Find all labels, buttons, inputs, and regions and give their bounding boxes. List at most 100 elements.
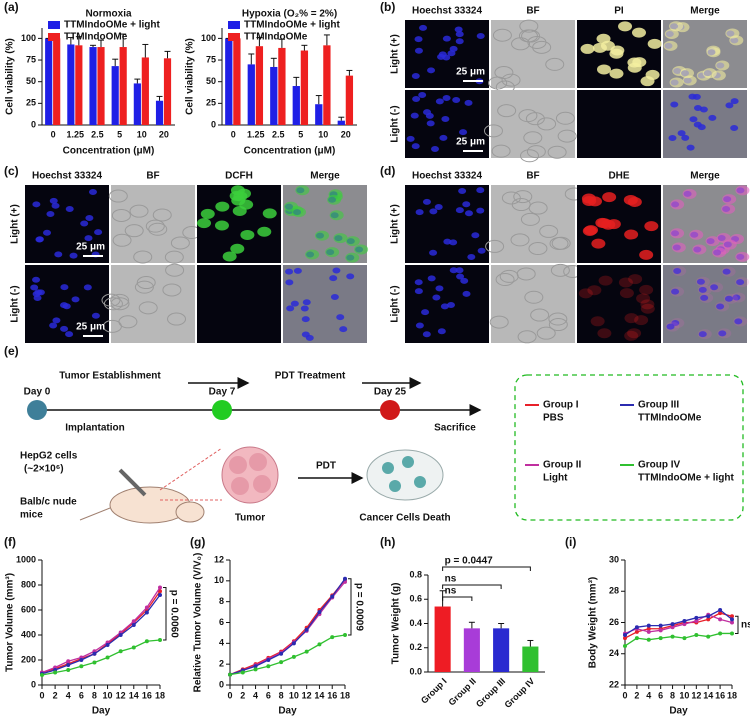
cell-outline <box>495 273 515 287</box>
panel-letter: (c) <box>4 164 19 178</box>
y-tick-label: 10 <box>214 575 224 585</box>
bar <box>247 64 255 125</box>
y-tick-label: 0 <box>31 119 36 129</box>
x-tick-label: 12 <box>691 690 701 700</box>
nucleus <box>425 112 434 119</box>
legend-label: TTMIndoOMe + light <box>244 20 340 31</box>
stained-cell <box>706 47 721 58</box>
cell-outline <box>525 112 545 126</box>
point <box>240 670 245 675</box>
bracket <box>163 587 167 641</box>
bar <box>67 44 75 126</box>
stained-cell <box>670 286 685 297</box>
x-axis-label: Concentration (μM) <box>63 146 155 157</box>
column-label: DCFH <box>225 171 253 182</box>
x-tick-label: Group III <box>474 676 507 709</box>
micrograph <box>577 265 661 343</box>
nucleus <box>51 202 60 209</box>
nucleus <box>34 289 43 296</box>
y-tick-label: 400 <box>21 629 36 639</box>
point <box>694 618 699 623</box>
legend-swatch <box>228 33 240 41</box>
legend-swatch <box>228 21 240 29</box>
stained-cell <box>645 69 660 80</box>
point <box>623 643 627 648</box>
y-tick-label: 25 <box>26 98 36 108</box>
cell-outline <box>521 29 541 43</box>
x-tick-label: 8 <box>92 690 97 700</box>
nucleus <box>285 279 294 286</box>
stained-cell <box>345 252 360 263</box>
tumor-label: Tumor <box>235 513 265 524</box>
micrograph <box>25 185 109 263</box>
point <box>706 614 711 619</box>
stained-cell <box>636 293 651 304</box>
point <box>646 637 651 642</box>
nucleus <box>668 135 677 142</box>
cell-outline <box>523 131 543 145</box>
y-tick-label: 4 <box>219 638 224 648</box>
nucleus <box>430 145 439 152</box>
legend-swatch <box>48 33 60 41</box>
stained-cell <box>705 236 720 247</box>
bar <box>300 50 309 126</box>
x-tick-label: 20 <box>341 129 351 139</box>
nucleus <box>677 130 686 137</box>
point <box>646 623 651 628</box>
point <box>730 617 734 622</box>
stained-cell <box>702 68 717 79</box>
point <box>706 634 711 639</box>
nucleus <box>476 32 485 39</box>
stained-cell <box>640 303 655 314</box>
nucleus <box>32 276 41 283</box>
cell-outline <box>492 28 512 42</box>
y-tick-label: 0.0 <box>409 666 422 676</box>
column-label: DHE <box>608 171 629 182</box>
bar <box>119 47 127 125</box>
x-tick-label: 1.25 <box>66 129 84 139</box>
x-tick-label: 2 <box>240 690 245 700</box>
x-axis-label: Concentration (μM) <box>244 146 336 157</box>
nucleus <box>439 134 448 141</box>
stained-cell <box>606 219 621 230</box>
nucleus <box>305 334 314 341</box>
point <box>634 629 639 634</box>
series-line <box>229 581 346 676</box>
cell-outline <box>501 73 521 87</box>
y-tick-label: 28 <box>609 586 619 596</box>
bar <box>323 45 331 126</box>
stained-cell <box>619 288 634 299</box>
x-tick-label: 10 <box>289 690 299 700</box>
series-line <box>624 609 733 636</box>
stained-cell <box>292 207 307 218</box>
x-tick-label: 8 <box>279 690 284 700</box>
nucleus <box>432 294 441 301</box>
nucleus <box>293 267 302 274</box>
point <box>291 654 296 659</box>
nucleus <box>447 50 456 57</box>
point <box>158 585 162 590</box>
nucleus <box>429 208 438 215</box>
x-tick-label: 6 <box>79 690 84 700</box>
x-tick-label: 2 <box>634 690 639 700</box>
point <box>343 633 347 637</box>
cell-outline <box>511 198 531 212</box>
stained-cell <box>618 277 633 288</box>
point <box>66 659 71 664</box>
nucleus <box>60 284 69 291</box>
schematic-art <box>27 374 744 524</box>
stained-cell <box>200 208 215 219</box>
point <box>646 629 651 634</box>
nucleus <box>418 92 427 99</box>
nucleus <box>35 236 44 243</box>
nucleus <box>434 203 443 210</box>
x-tick-label: 20 <box>159 129 169 139</box>
column-label: BF <box>526 171 539 182</box>
cell-outline <box>501 191 521 205</box>
nucleus <box>447 302 456 309</box>
x-axis-label: Day <box>669 706 688 717</box>
panel-letter: (d) <box>380 164 395 178</box>
point <box>158 593 162 597</box>
cell-outline <box>519 19 539 33</box>
stained-cell <box>722 239 737 250</box>
